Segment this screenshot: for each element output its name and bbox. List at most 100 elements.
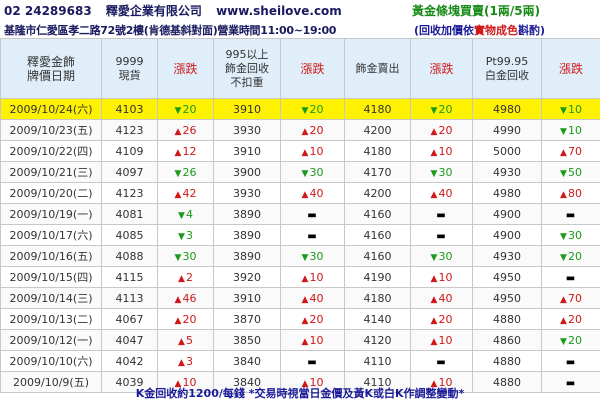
up-triangle-icon: ▲ [560, 315, 567, 326]
up-triangle-icon: ▲ [301, 378, 309, 389]
buyback-cell: 3870 [213, 308, 281, 330]
contact-line: 02 24289683 釋愛企業有限公司 www.sheilove.com [4, 2, 352, 19]
buyback-note: (回收加價依實物成色斟酌) [414, 22, 545, 38]
change-cell: ▲46 [157, 287, 214, 309]
col-header-change: 漲跌 [280, 38, 345, 99]
header-label: 漲跌 [173, 61, 198, 76]
change-cell: ▼20 [157, 98, 214, 120]
table-row: 2009/10/20(二) 4123 ▲42 3930 ▲40 4200 ▲40 4980 ▲8… [0, 182, 600, 204]
date-cell: 2009/10/10(六) [0, 350, 102, 372]
phone-number: 02 24289683 [4, 4, 92, 18]
change-cell: ▬ [410, 224, 473, 246]
platinum-cell: 4880 [472, 308, 542, 330]
buyback-cell: 3920 [213, 266, 281, 288]
cash9999-cell: 4109 [101, 140, 158, 162]
change-cell: ▲40 [410, 287, 473, 309]
change-value: 20 [309, 123, 324, 137]
date-cell: 2009/10/20(二) [0, 182, 102, 204]
change-cell: ▲10 [280, 329, 345, 351]
gold-bar-title: 黃金條塊買賣(1兩/5兩) [412, 4, 541, 18]
dash-icon: ▬ [436, 231, 446, 242]
up-triangle-icon: ▲ [174, 294, 182, 305]
table-row: 2009/10/12(一) 4047 ▲5 3850 ▲10 4120 ▲10 4860 ▼20 [0, 329, 600, 351]
down-triangle-icon: ▼ [174, 168, 182, 179]
sell-cell: 4160 [344, 245, 411, 267]
footer-note: K金回收約1200/每錢 *交易時視當日金價及黃K或白K作調整變動* [135, 387, 465, 400]
change-cell: ▼30 [280, 161, 345, 183]
up-triangle-icon: ▲ [430, 189, 438, 200]
col-header-buyback: 995以上 飾金回收 不扣重 [213, 38, 281, 99]
cash9999-cell: 4097 [101, 161, 158, 183]
change-value: 30 [438, 165, 453, 179]
dash-icon: ▬ [307, 357, 317, 368]
change-cell: ▼20 [541, 329, 600, 351]
date-cell: 2009/10/9(五) [0, 371, 102, 393]
dash-icon: ▬ [307, 210, 317, 221]
table-row: 2009/10/17(六) 4085 ▼3 3890 ▬ 4160 ▬ 4900 ▼30 [0, 224, 600, 246]
col-header-sell: 飾金賣出 [344, 38, 411, 99]
change-value: 42 [182, 186, 197, 200]
sell-cell: 4200 [344, 182, 411, 204]
change-value: 70 [567, 144, 582, 158]
change-value: 40 [309, 186, 324, 200]
sell-cell: 4180 [344, 287, 411, 309]
sell-cell: 4110 [344, 371, 411, 393]
change-cell: ▼30 [410, 245, 473, 267]
change-cell: ▲20 [410, 119, 473, 141]
table-row: 2009/10/24(六) 4103 ▼20 3910 ▼20 4180 ▼20 4980 ▼1… [0, 98, 600, 120]
down-triangle-icon: ▼ [560, 168, 567, 179]
table-row: 2009/10/16(五) 4088 ▼30 3890 ▼30 4160 ▼30 4930 ▼2… [0, 245, 600, 267]
change-value: 2 [185, 270, 193, 284]
dash-icon: ▬ [436, 210, 446, 221]
change-value: 10 [309, 144, 324, 158]
change-value: 10 [309, 270, 324, 284]
up-triangle-icon: ▲ [430, 378, 438, 389]
down-triangle-icon: ▼ [301, 105, 309, 116]
change-cell: ▲20 [157, 308, 214, 330]
up-triangle-icon: ▲ [301, 315, 309, 326]
table-header-row: 釋愛金飾 牌價日期 9999 現貨 漲跌 995以上 飾金回收 不扣重 漲跌 飾金賣出 … [0, 38, 600, 99]
change-value: 80 [567, 186, 582, 200]
change-cell: ▬ [410, 350, 473, 372]
platinum-cell: 4880 [472, 371, 542, 393]
change-cell: ▲12 [157, 140, 214, 162]
date-cell: 2009/10/13(二) [0, 308, 102, 330]
change-value: 40 [438, 291, 453, 305]
down-triangle-icon: ▼ [430, 252, 438, 263]
platinum-cell: 4900 [472, 224, 542, 246]
change-value: 10 [182, 375, 197, 389]
dash-icon: ▬ [565, 273, 576, 284]
change-cell: ▲40 [280, 287, 345, 309]
buyback-cell: 3900 [213, 161, 281, 183]
dash-icon: ▬ [565, 210, 576, 221]
change-cell: ▬ [541, 203, 600, 225]
cash9999-cell: 4103 [101, 98, 158, 120]
change-value: 70 [567, 291, 582, 305]
up-triangle-icon: ▲ [174, 315, 182, 326]
table-row: 2009/10/9(五) 4039 ▲10 3840 ▲10 4110 ▲10 4880 ▬ [0, 371, 600, 393]
table-row: 2009/10/23(五) 4123 ▲26 3930 ▲20 4200 ▲20 4990 ▼1… [0, 119, 600, 141]
down-triangle-icon: ▼ [560, 336, 567, 347]
change-value: 10 [567, 102, 582, 116]
change-value: 10 [438, 375, 453, 389]
platinum-cell: 4950 [472, 266, 542, 288]
change-value: 20 [182, 102, 197, 116]
website-link[interactable]: www.sheilove.com [216, 4, 342, 18]
cash9999-cell: 4085 [101, 224, 158, 246]
dash-icon: ▬ [307, 231, 317, 242]
date-cell: 2009/10/24(六) [0, 98, 102, 120]
change-cell: ▲10 [410, 266, 473, 288]
cash9999-cell: 4123 [101, 182, 158, 204]
date-cell: 2009/10/16(五) [0, 245, 102, 267]
change-value: 5 [185, 333, 193, 347]
change-value: 30 [182, 249, 197, 263]
buyback-cell: 3840 [213, 350, 281, 372]
change-value: 10 [309, 375, 324, 389]
up-triangle-icon: ▲ [178, 273, 185, 284]
sub-header: 基隆市仁愛區孝二路72號2樓(肯德基斜對面)營業時間11:00~19:00 (回… [0, 20, 600, 38]
change-cell: ▲20 [541, 308, 600, 330]
col-header-change: 漲跌 [157, 38, 214, 99]
platinum-cell: 4990 [472, 119, 542, 141]
date-cell: 2009/10/21(三) [0, 161, 102, 183]
header-label: 漲跌 [429, 61, 454, 76]
